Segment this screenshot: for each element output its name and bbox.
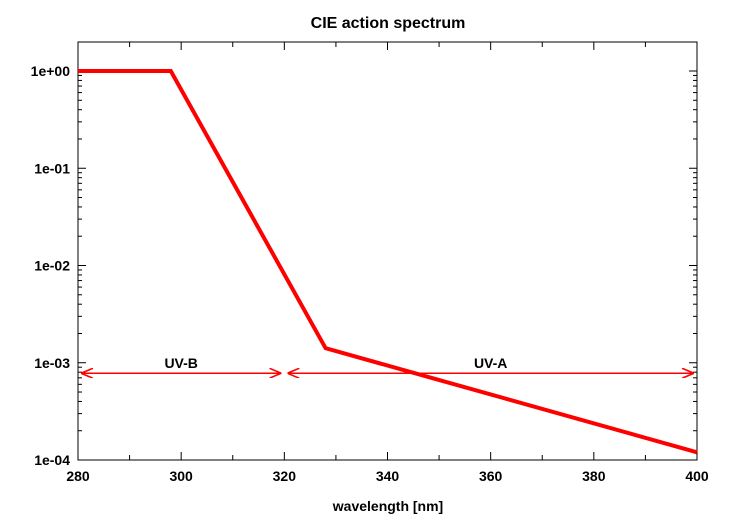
- x-tick-label: 300: [169, 468, 193, 484]
- x-tick-label: 380: [582, 468, 606, 484]
- x-tick-label: 320: [273, 468, 297, 484]
- plot-frame: [77, 41, 698, 461]
- annotations: UV-B UV-A: [82, 355, 693, 373]
- series-line: [78, 69, 698, 455]
- x-axis: 280 300 320 340 360 380 400: [66, 42, 709, 484]
- y-tick-label: 1e-04: [34, 452, 70, 468]
- y-tick-label: 1e-03: [34, 355, 70, 371]
- x-tick-label: 280: [66, 468, 90, 484]
- range-label-uv-b: UV-B: [164, 355, 197, 371]
- y-tick-label: 1e-01: [34, 160, 70, 176]
- x-tick-label: 400: [685, 468, 709, 484]
- range-label-uv-a: UV-A: [474, 355, 507, 371]
- y-tick-label: 1e+00: [31, 63, 71, 79]
- x-axis-label: wavelength [nm]: [332, 498, 443, 514]
- series-layer: [78, 69, 698, 455]
- y-tick-label: 1e-02: [34, 258, 70, 274]
- chart-title: CIE action spectrum: [311, 15, 466, 32]
- x-tick-label: 360: [479, 468, 503, 484]
- x-tick-label: 340: [376, 468, 400, 484]
- y-axis: 1e-04 1e-03 1e-02 1e-01 1e+00: [31, 63, 697, 468]
